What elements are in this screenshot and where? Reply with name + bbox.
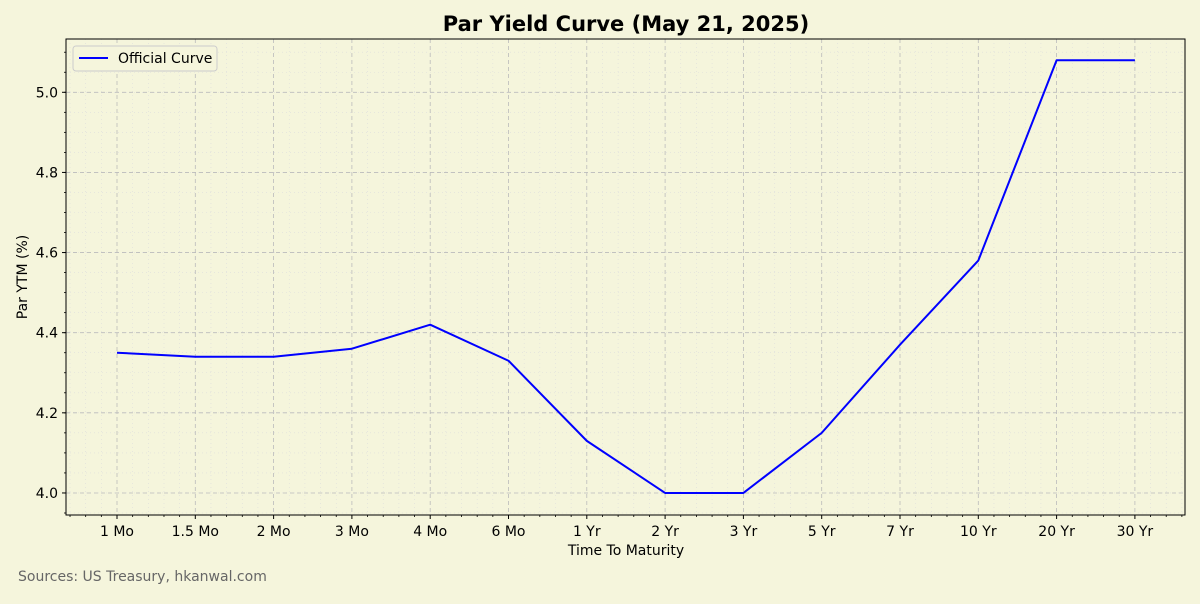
y-axis: 4.0 4.2 4.4 4.6 4.8 5.0	[36, 52, 66, 513]
x-tick-label: 5 Yr	[808, 524, 836, 540]
y-tick-label: 4.6	[36, 246, 58, 262]
x-tick-label: 2 Yr	[651, 524, 679, 540]
minor-grid	[66, 39, 1185, 515]
y-tick-label: 4.0	[36, 486, 58, 502]
legend-label: Official Curve	[118, 51, 212, 67]
x-tick-label: 1.5 Mo	[172, 524, 219, 540]
x-tick-label: 10 Yr	[960, 524, 997, 540]
x-tick-label: 1 Mo	[100, 524, 134, 540]
x-tick-label: 1 Yr	[573, 524, 601, 540]
chart-title: Par Yield Curve (May 21, 2025)	[443, 12, 809, 36]
x-tick-label: 20 Yr	[1038, 524, 1075, 540]
x-tick-label: 3 Mo	[335, 524, 369, 540]
x-tick-label: 4 Mo	[413, 524, 447, 540]
y-tick-label: 5.0	[36, 85, 58, 101]
y-tick-label: 4.2	[36, 406, 58, 422]
source-note: Sources: US Treasury, hkanwal.com	[18, 569, 267, 585]
legend: Official Curve	[73, 46, 217, 71]
y-tick-label: 4.8	[36, 165, 58, 181]
x-tick-label: 2 Mo	[257, 524, 291, 540]
series-layer	[117, 60, 1135, 493]
y-tick-label: 4.4	[36, 326, 58, 342]
x-tick-label: 6 Mo	[491, 524, 525, 540]
x-tick-label: 3 Yr	[730, 524, 758, 540]
y-axis-label: Par YTM (%)	[15, 235, 31, 319]
x-axis-label: Time To Maturity	[567, 543, 684, 559]
x-tick-label: 7 Yr	[886, 524, 914, 540]
x-tick-label: 30 Yr	[1117, 524, 1154, 540]
x-axis: 1 Mo 1.5 Mo 2 Mo 3 Mo 4 Mo 6 Mo 1 Yr 2 Yr 3 Yr 5 …	[70, 515, 1182, 540]
plot-area-frame	[66, 39, 1185, 515]
series-line-official-curve	[117, 60, 1135, 493]
major-grid	[66, 39, 1185, 515]
